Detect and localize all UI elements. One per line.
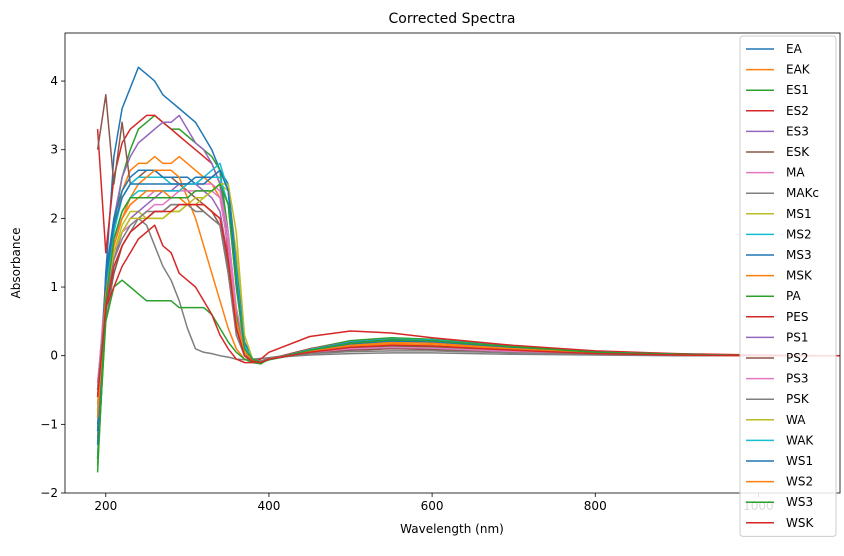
x-tick-label: 800 — [584, 499, 607, 513]
legend-label: PS2 — [786, 351, 809, 365]
legend-box — [739, 35, 837, 537]
legend-label: EAK — [786, 63, 811, 77]
legend-label: MS2 — [786, 227, 812, 241]
y-tick-label: 3 — [50, 143, 58, 157]
legend-label: WS2 — [786, 475, 813, 489]
y-tick-label: 2 — [50, 211, 58, 225]
legend-label: MAKc — [786, 186, 819, 200]
legend-label: PSK — [786, 392, 810, 406]
legend-label: MSK — [786, 269, 813, 283]
y-tick-label: −2 — [40, 486, 58, 500]
legend-label: MA — [786, 166, 805, 180]
series-layer — [96, 66, 840, 473]
legend-label: MS3 — [786, 248, 812, 262]
series-line-wsk — [96, 203, 840, 397]
legend-label: PES — [786, 310, 808, 324]
x-tick-label: 400 — [257, 499, 280, 513]
plot-frame — [64, 32, 841, 494]
y-axis-title: Absorbance — [9, 228, 23, 299]
legend: EA EAK ES1 ES2 ES3 ESK MA MAKc MS1 MS2 MS3 MSK PA PES… — [739, 35, 837, 537]
x-tick-label: 600 — [421, 499, 444, 513]
legend-label: ES1 — [786, 83, 809, 97]
chart-title: Corrected Spectra — [389, 11, 516, 27]
legend-label: EA — [786, 42, 803, 56]
series-line-ws3 — [96, 183, 840, 473]
y-tick-label: 4 — [50, 74, 58, 88]
legend-label: PS1 — [786, 330, 809, 344]
x-axis-title: Wavelength (nm) — [400, 522, 504, 536]
x-tick-label: 200 — [94, 499, 117, 513]
legend-label: PS3 — [786, 372, 809, 386]
legend-label: WSK — [786, 516, 814, 530]
legend-label: ES2 — [786, 104, 809, 118]
y-tick-label: −1 — [40, 417, 58, 431]
legend-label: WS3 — [786, 495, 813, 509]
y-tick-label: 0 — [50, 349, 58, 363]
legend-label: WAK — [786, 433, 814, 447]
y-axis: −2 −1 0 1 2 3 4 — [40, 74, 65, 500]
series-line-pes — [96, 224, 840, 384]
legend-label: ES3 — [786, 124, 809, 138]
legend-label: ESK — [786, 145, 810, 159]
series-line-ws1 — [96, 169, 840, 445]
legend-label: WS1 — [786, 454, 813, 468]
legend-label: MS1 — [786, 207, 812, 221]
legend-label: PA — [786, 289, 801, 303]
y-tick-label: 1 — [50, 280, 58, 294]
legend-label: WA — [786, 413, 806, 427]
